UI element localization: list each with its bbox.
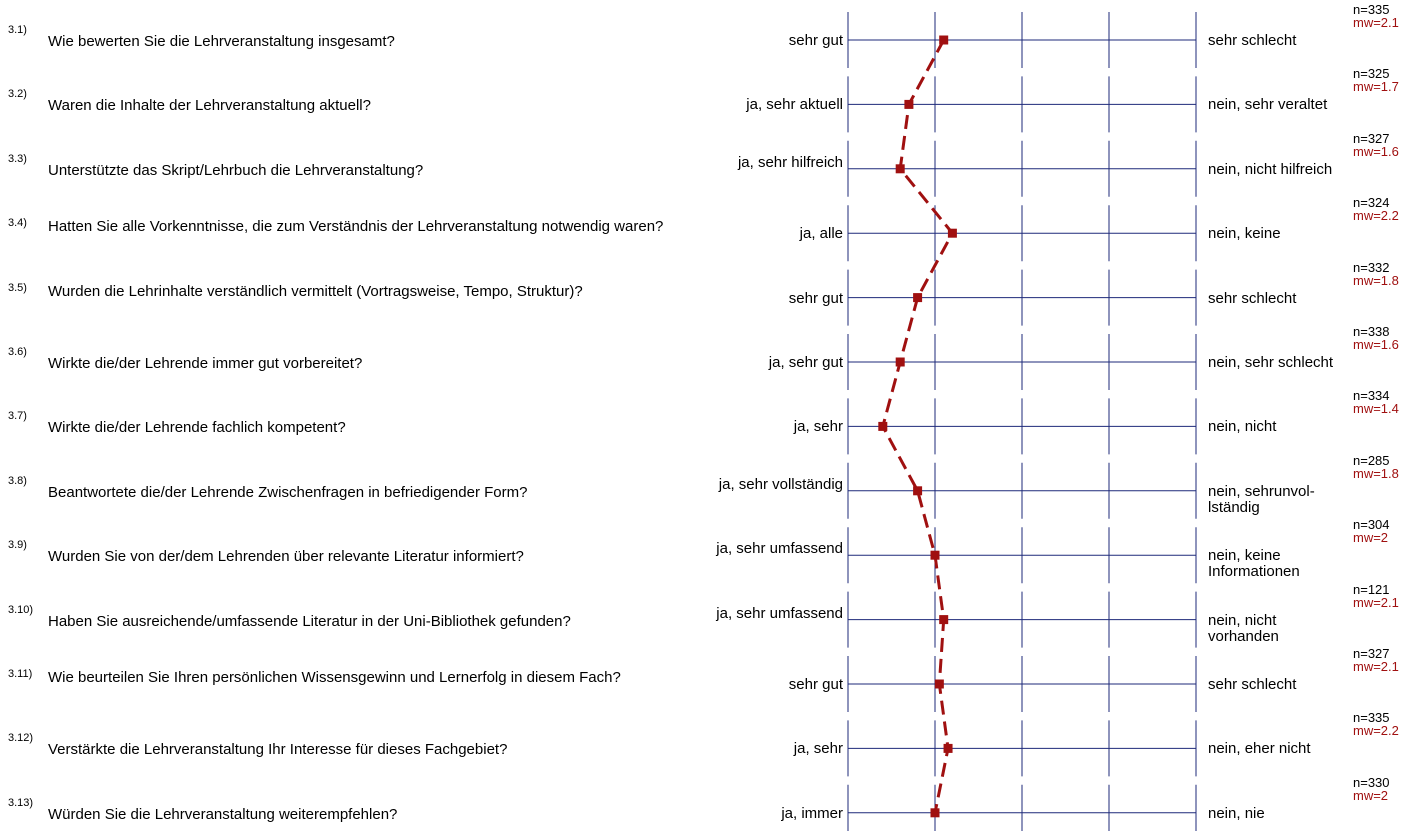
stat-count: n=335 xyxy=(1353,2,1390,17)
scale-label-left: ja, sehr hilfreich xyxy=(737,153,843,171)
stat-mean: mw=2.1 xyxy=(1353,594,1399,610)
scale-label-left: ja, sehr aktuell xyxy=(746,96,843,114)
stat-mean: mw=1.6 xyxy=(1353,337,1399,352)
scale-label-right: nein, nie xyxy=(1208,804,1265,822)
stat-count: n=304 xyxy=(1353,517,1390,533)
scale-label-right: nein, eher nicht xyxy=(1208,740,1311,758)
question-number: 3.5) xyxy=(8,281,27,294)
scale-label-right: nein, nicht xyxy=(1208,418,1277,436)
stat-count: n=330 xyxy=(1353,774,1390,790)
scale-label-left: ja, sehr gut xyxy=(768,354,843,371)
mean-marker xyxy=(939,615,949,625)
question-text: Wurden die Lehrinhalte verständlich verm… xyxy=(48,282,583,300)
mean-marker xyxy=(913,486,923,496)
scale-label-left: ja, sehr umfassend xyxy=(716,540,843,558)
mean-marker xyxy=(895,164,905,174)
question-number: 3.9) xyxy=(8,539,27,552)
question-number: 3.10) xyxy=(8,603,34,616)
question-number: 3.3) xyxy=(8,152,27,165)
mean-marker xyxy=(947,228,957,238)
mean-marker xyxy=(939,35,949,45)
scale-label-right: sehr schlecht xyxy=(1208,676,1297,693)
question-number: 3.2) xyxy=(8,88,27,101)
scale-label-left: ja, alle xyxy=(799,225,843,243)
scale-label-left: ja, sehr vollständig xyxy=(718,475,843,493)
mean-marker xyxy=(878,421,888,431)
scale-label-right: sehr schlecht xyxy=(1208,289,1297,307)
stat-mean: mw=1.8 xyxy=(1353,465,1399,481)
stat-count: n=327 xyxy=(1353,130,1390,146)
stat-mean: mw=1.4 xyxy=(1353,401,1399,417)
scale-label-right: nein, nicht hilfreich xyxy=(1208,160,1333,178)
question-number: 3.8) xyxy=(8,474,27,487)
scale-label-left: ja, sehr xyxy=(793,418,843,436)
stat-mean: mw=2 xyxy=(1353,530,1389,546)
stat-mean: mw=1.6 xyxy=(1353,143,1399,159)
question-text: Waren die Inhalte der Lehrveranstaltung … xyxy=(48,97,371,115)
question-number: 3.1) xyxy=(8,24,27,36)
stat-mean: mw=2.1 xyxy=(1353,659,1399,674)
scale-label-right: sehr schlecht xyxy=(1208,32,1297,49)
stat-count: n=285 xyxy=(1353,452,1390,468)
mean-marker xyxy=(895,357,905,367)
question-number: 3.11) xyxy=(8,668,33,680)
stat-mean: mw=2 xyxy=(1353,787,1389,803)
stat-mean: mw=1.8 xyxy=(1353,272,1399,288)
mean-marker xyxy=(934,679,944,689)
scale-label-left: sehr gut xyxy=(788,32,843,49)
question-text: Würden Sie die Lehrveranstaltung weitere… xyxy=(48,805,398,823)
stat-count: n=121 xyxy=(1353,581,1390,597)
stat-mean: mw=2.2 xyxy=(1353,208,1399,224)
question-text: Verstärkte die Lehrveranstaltung Ihr Int… xyxy=(48,741,508,759)
stat-count: n=338 xyxy=(1353,324,1390,339)
stat-count: n=327 xyxy=(1353,646,1390,661)
scale-label-right: nein, sehr schlecht xyxy=(1208,354,1334,371)
stat-count: n=335 xyxy=(1353,710,1390,726)
scale-label-right: nein, sehr veraltet xyxy=(1208,96,1328,114)
scale-label-left: sehr gut xyxy=(788,676,843,693)
scale-label-right: nein, keine Informationen xyxy=(1208,547,1300,581)
mean-marker xyxy=(930,808,940,818)
scale-label-left: ja, immer xyxy=(781,804,843,822)
stat-count: n=332 xyxy=(1353,259,1390,275)
question-number: 3.12) xyxy=(8,732,34,745)
scale-label-right: nein, keine xyxy=(1208,225,1281,243)
stat-count: n=325 xyxy=(1353,66,1390,82)
scale-label-left: ja, sehr xyxy=(793,740,843,758)
question-text: Wie beurteilen Sie Ihren persönlichen Wi… xyxy=(48,669,621,686)
question-number: 3.7) xyxy=(8,410,27,423)
question-text: Haben Sie ausreichende/umfassende Litera… xyxy=(48,612,571,630)
scale-label-right: nein, sehrunvol- lständig xyxy=(1208,482,1315,516)
question-text: Wirkte die/der Lehrende fachlich kompete… xyxy=(48,419,346,437)
question-text: Beantwortete die/der Lehrende Zwischenfr… xyxy=(48,483,528,501)
stat-mean: mw=2.2 xyxy=(1353,723,1399,739)
question-number: 3.4) xyxy=(8,217,27,230)
scale-label-right: nein, nicht vorhanden xyxy=(1208,611,1279,645)
stat-count: n=334 xyxy=(1353,388,1390,404)
scale-label-left: ja, sehr umfassend xyxy=(716,604,843,622)
question-text: Wurden Sie von der/dem Lehrenden über re… xyxy=(48,548,524,566)
question-text: Wie bewerten Sie die Lehrveranstaltung i… xyxy=(48,33,395,50)
mean-marker xyxy=(930,550,940,560)
mean-marker xyxy=(913,293,923,303)
question-number: 3.6) xyxy=(8,346,27,358)
mean-marker xyxy=(943,743,953,753)
scale-label-left: sehr gut xyxy=(788,289,843,307)
stat-count: n=324 xyxy=(1353,195,1390,211)
stat-mean: mw=2.1 xyxy=(1353,15,1399,30)
mean-marker xyxy=(904,99,914,109)
question-text: Wirkte die/der Lehrende immer gut vorber… xyxy=(48,355,363,372)
stat-mean: mw=1.7 xyxy=(1353,79,1399,95)
question-text: Hatten Sie alle Vorkenntnisse, die zum V… xyxy=(48,218,664,236)
question-number: 3.13) xyxy=(8,796,34,809)
question-text: Unterstützte das Skript/Lehrbuch die Leh… xyxy=(48,161,424,179)
